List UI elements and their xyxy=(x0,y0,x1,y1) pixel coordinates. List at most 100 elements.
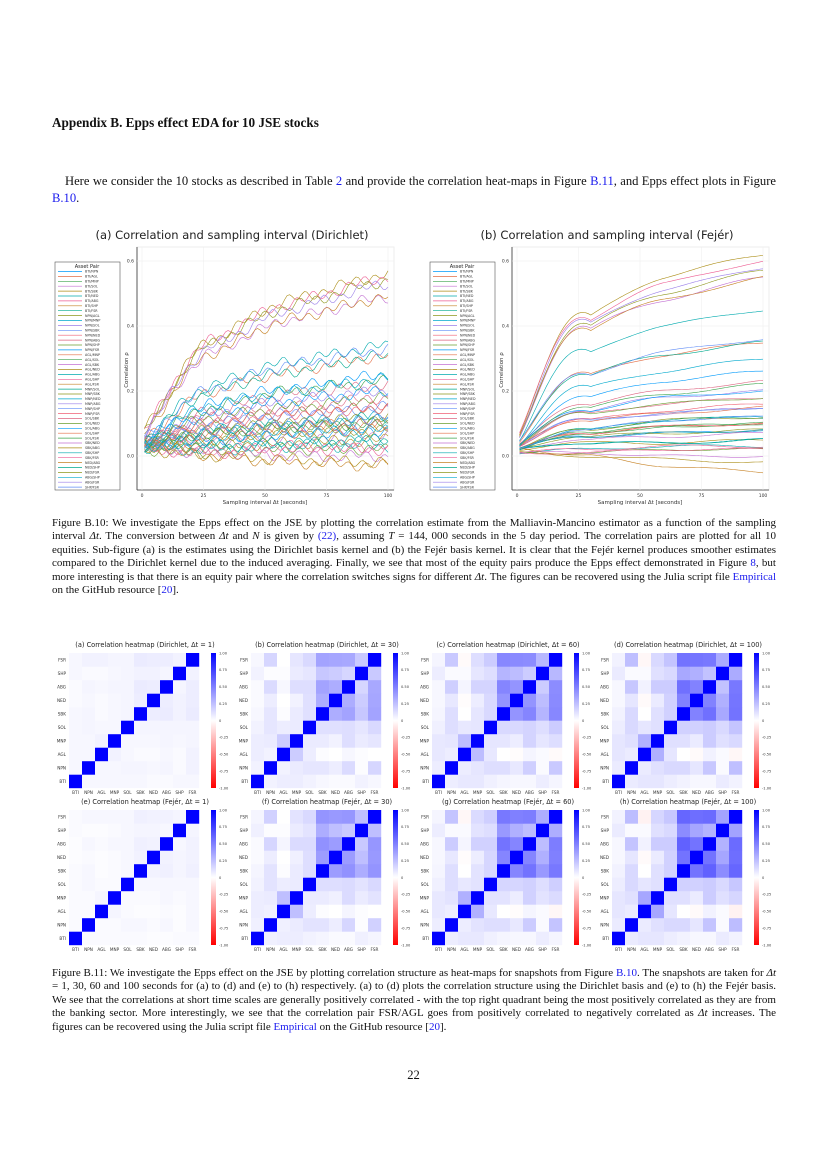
legend-entry: SBK/FSR xyxy=(460,456,475,460)
legend-entry: AGL/SBK xyxy=(460,363,475,367)
heatmap-cell-sbk-mnp xyxy=(316,891,330,905)
y-tick-label: MNP xyxy=(600,738,610,743)
heatmap-cell-fsr-agl xyxy=(549,747,563,762)
heatmap-cell-agl-mnp xyxy=(638,891,652,905)
heatmap-cell-abg-bti xyxy=(160,931,174,946)
heatmap-cell-sbk-abg xyxy=(316,680,330,694)
heatmap-cell-shp-npn xyxy=(536,761,550,775)
x-tick-label: ABG xyxy=(705,790,714,795)
reference-link[interactable]: B.11 xyxy=(590,174,614,188)
x-tick-label: NED xyxy=(149,947,158,952)
reference-link[interactable]: Empirical xyxy=(732,570,776,583)
heatmap-cell-ned-sol xyxy=(329,877,343,892)
text-segment: . The snapshots are taken for xyxy=(637,967,767,979)
heatmap-cell-ned-shp xyxy=(329,823,343,838)
line-chart-fejer: (b) Correlation and sampling interval (F… xyxy=(429,228,770,506)
y-tick-label: SHP xyxy=(421,671,430,676)
reference-link[interactable]: 8 xyxy=(750,557,756,570)
heatmap-cell-fsr-sbk xyxy=(368,864,382,878)
x-tick-label: SBK xyxy=(679,947,688,952)
colorbar-tick-label: -0.25 xyxy=(401,736,410,740)
x-tick-label: 100 xyxy=(384,493,393,499)
heatmap-panel: (h) Correlation heatmap (Fejér, Δt = 100… xyxy=(598,795,779,958)
heatmap-cell-npn-bti xyxy=(264,774,278,789)
x-tick-label: SHP xyxy=(175,947,184,952)
heatmap-cell-npn-shp xyxy=(82,823,96,838)
legend-title: Asset Pair xyxy=(450,264,476,270)
heatmap-cell-shp-abg xyxy=(173,680,187,694)
y-tick-label: ABG xyxy=(420,841,429,846)
heatmap-cell-shp-fsr xyxy=(355,810,369,824)
heatmap-cell-shp-shp xyxy=(716,823,730,838)
heatmap-cell-npn-agl xyxy=(625,904,639,919)
colorbar-tick-label: 0 xyxy=(582,719,585,723)
reference-link[interactable]: 20 xyxy=(428,1020,440,1033)
heatmap-panel: (d) Correlation heatmap (Dirichlet, Δt =… xyxy=(598,638,779,801)
heatmap-cell-sol-abg xyxy=(303,837,317,851)
colorbar-tick-label: 1.00 xyxy=(401,808,410,812)
heatmap-cell-agl-agl xyxy=(95,904,109,919)
y-tick-label: 0.0 xyxy=(127,454,134,460)
heatmap-cell-sbk-sol xyxy=(677,877,691,892)
heatmap-cell-mnp-shp xyxy=(651,666,665,681)
y-tick-label: AGL xyxy=(421,909,430,914)
reference-link[interactable]: Empirical xyxy=(273,1020,317,1033)
x-tick-label: ABG xyxy=(525,790,534,795)
heatmap-cell-agl-abg xyxy=(458,680,472,694)
heatmap-cell-mnp-fsr xyxy=(651,810,665,824)
colorbar-tick-label: 0.75 xyxy=(762,668,770,672)
heatmap-cell-mnp-npn xyxy=(290,761,304,775)
heatmap-svg: (a) Correlation heatmap (Dirichlet, Δt =… xyxy=(57,641,229,795)
series-line-abg-fsr xyxy=(519,268,764,438)
heatmap-svg: (b) Correlation heatmap (Dirichlet, Δt =… xyxy=(239,641,411,795)
math-symbol: Δt xyxy=(219,530,229,543)
heatmap-cell-npn-ned xyxy=(264,693,278,708)
heatmap-cell-npn-sol xyxy=(625,877,639,892)
heatmap-cell-npn-sbk xyxy=(445,864,459,878)
reference-link[interactable]: 20 xyxy=(161,584,173,597)
heatmap-cell-npn-sol xyxy=(264,877,278,892)
heatmap-cell-npn-bti xyxy=(82,774,96,789)
heatmap-cell-bti-agl xyxy=(69,904,83,919)
heatmap-cell-mnp-agl xyxy=(651,904,665,919)
heatmap-cell-agl-shp xyxy=(277,823,291,838)
reference-link[interactable]: B.10 xyxy=(615,967,638,979)
heatmap-cell-agl-fsr xyxy=(638,810,652,824)
heatmap-cell-abg-shp xyxy=(160,666,174,681)
reference-link[interactable]: B.10 xyxy=(52,191,77,205)
heatmap-cell-fsr-agl xyxy=(368,747,382,762)
heatmap-cell-fsr-ned xyxy=(549,850,563,865)
reference-link[interactable]: (22) xyxy=(317,530,337,543)
heatmap-cell-agl-abg xyxy=(277,680,291,694)
heatmap-cell-ned-bti xyxy=(510,774,524,789)
heatmap-cell-npn-bti xyxy=(625,774,639,789)
legend-entry: NPN/NED xyxy=(460,333,476,337)
x-tick-label: FSR xyxy=(732,790,740,795)
heatmap-cell-ned-mnp xyxy=(329,734,343,748)
heatmap-cell-abg-shp xyxy=(703,666,717,681)
x-tick-label: MNP xyxy=(473,947,483,952)
heatmap-cell-bti-bti xyxy=(69,774,83,789)
heatmap-cell-mnp-sbk xyxy=(108,864,122,878)
colorbar-tick-label: 1.00 xyxy=(762,808,771,812)
colorbar-tick-label: 0 xyxy=(219,719,222,723)
heatmap-cell-mnp-sbk xyxy=(290,707,304,721)
heatmap-cell-npn-npn xyxy=(82,918,96,932)
legend-entry: ABG/FSR xyxy=(460,480,475,484)
text-segment: . xyxy=(76,191,80,205)
heatmap-cell-mnp-sol xyxy=(290,877,304,892)
heatmap-cell-shp-agl xyxy=(355,904,369,919)
heatmap-cell-ned-agl xyxy=(147,747,161,762)
reference-link[interactable]: 2 xyxy=(335,174,343,188)
y-tick-label: SHP xyxy=(421,828,430,833)
figure-b10b: (b) Correlation and sampling interval (F… xyxy=(427,225,777,515)
x-tick-label: NPN xyxy=(84,790,93,795)
heatmap-cell-sbk-agl xyxy=(316,904,330,919)
legend-entry: NPN/ABG xyxy=(85,338,100,342)
math-symbol: Δt xyxy=(474,570,485,583)
heatmap-cell-agl-shp xyxy=(95,823,109,838)
series-line-mnp-ned xyxy=(144,424,389,453)
heatmap-cell-bti-mnp xyxy=(69,891,83,905)
heatmap-cell-agl-bti xyxy=(458,774,472,789)
heatmap-cell-abg-agl xyxy=(703,904,717,919)
